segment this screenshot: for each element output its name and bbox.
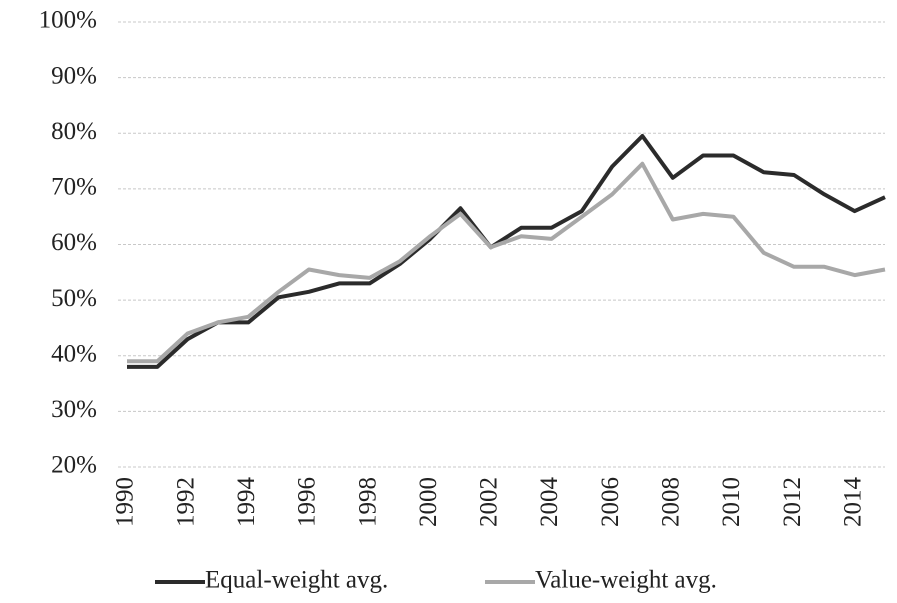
x-tick-label: 2012 (779, 477, 806, 527)
y-tick-label: 100% (39, 7, 97, 34)
x-tick-label: 1992 (172, 477, 199, 527)
y-tick-label: 90% (51, 62, 97, 89)
legend-label: Equal-weight avg. (205, 567, 388, 594)
y-tick-label: 20% (51, 452, 97, 479)
y-tick-label: 50% (51, 285, 97, 312)
x-tick-label: 2014 (839, 477, 866, 528)
x-tick-label: 2002 (476, 477, 503, 527)
x-tick-label: 2008 (657, 477, 684, 527)
x-tick-label: 2000 (415, 477, 442, 527)
y-tick-label: 40% (51, 340, 97, 367)
y-tick-label: 70% (51, 174, 97, 201)
y-tick-label: 80% (51, 118, 97, 145)
series-line (127, 161, 886, 364)
series-line (127, 134, 886, 369)
x-tick-label: 1998 (354, 477, 381, 527)
x-tick-label: 2010 (718, 477, 745, 527)
y-tick-label: 30% (51, 396, 97, 423)
x-tick-label: 1990 (112, 477, 139, 527)
x-tick-label: 1994 (233, 477, 260, 528)
x-tick-label: 2004 (536, 477, 563, 528)
legend-label: Value-weight avg. (535, 567, 717, 594)
x-tick-label: 2006 (597, 477, 624, 527)
x-tick-label: 1996 (294, 477, 321, 527)
y-tick-label: 60% (51, 229, 97, 256)
